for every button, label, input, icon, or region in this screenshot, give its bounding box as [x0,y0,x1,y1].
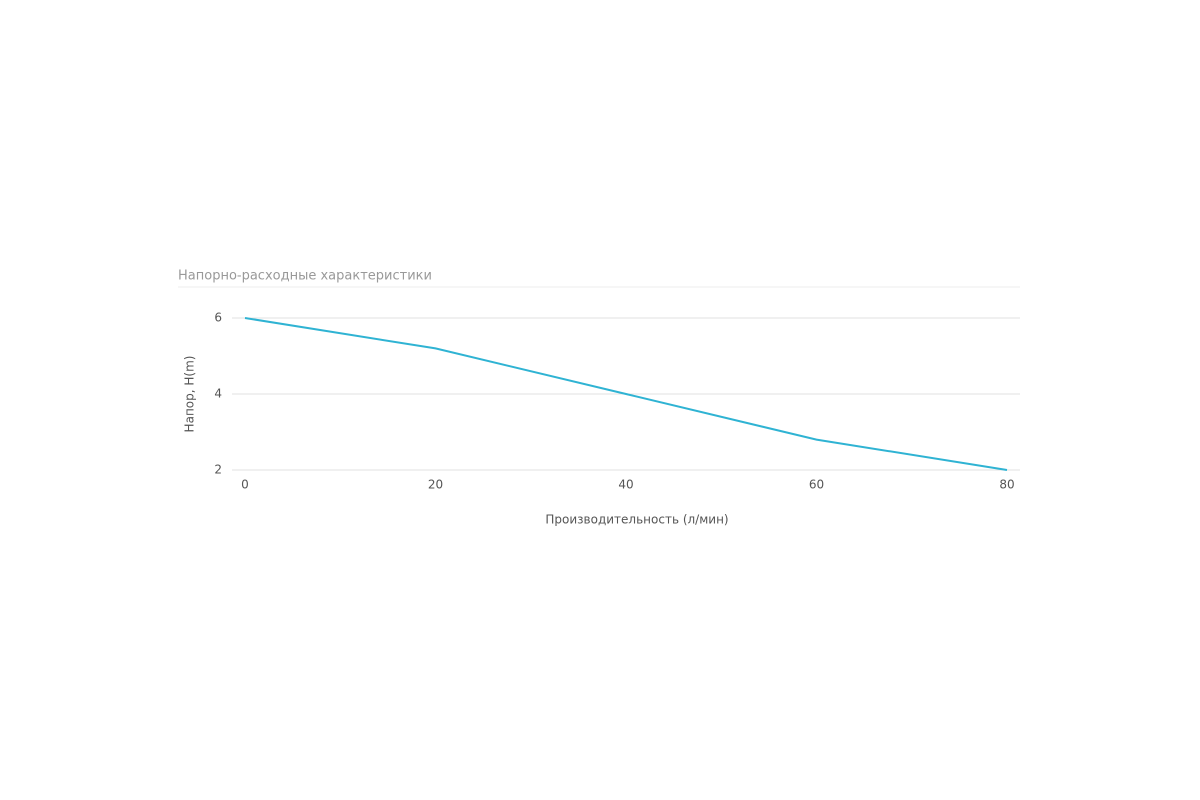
x-tick-label: 80 [999,478,1014,492]
chart-title: Напорно-расходные характеристики [178,269,432,284]
y-tick-label: 4 [214,387,222,401]
x-tick-label: 0 [241,478,249,492]
data-line [244,317,1008,471]
y-axis-label: Напор, H(m) [183,356,197,433]
x-tick-label: 20 [428,478,443,492]
y-tick-label: 2 [214,463,222,477]
y-tick-label: 6 [214,311,222,325]
x-axis-label: Производительность (л/мин) [545,513,728,527]
x-tick-label: 60 [809,478,824,492]
x-tick-label: 40 [618,478,633,492]
